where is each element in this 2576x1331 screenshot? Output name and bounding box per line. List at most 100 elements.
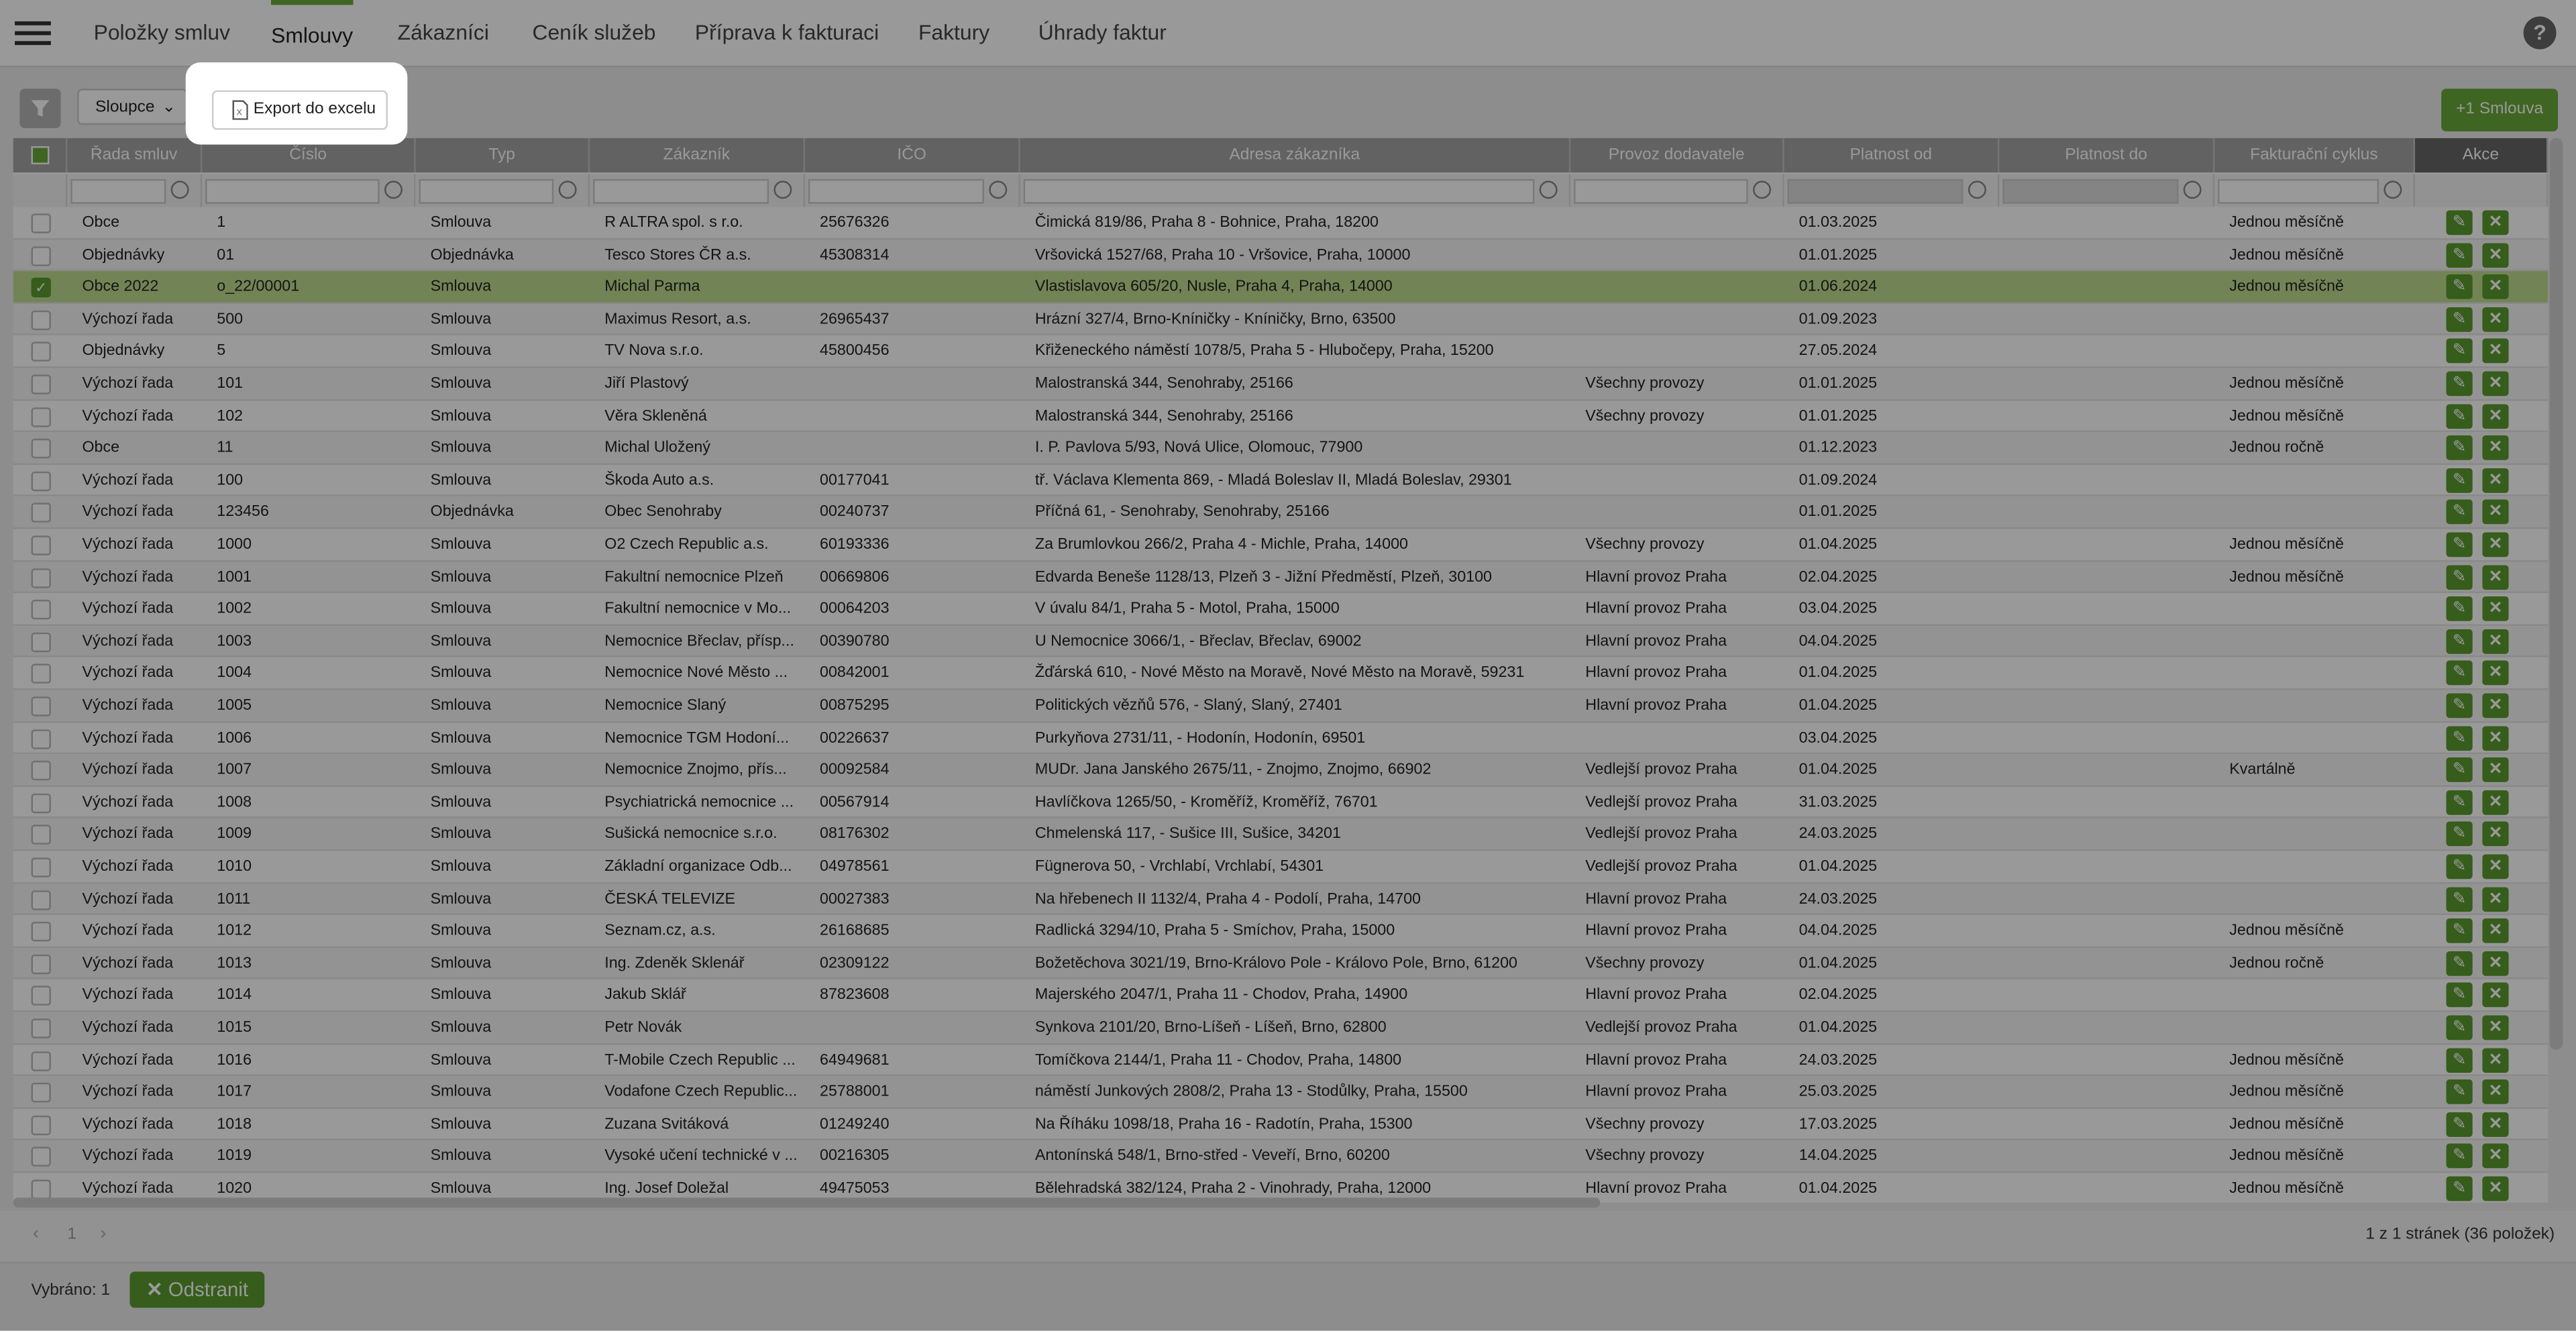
row-checkbox[interactable] <box>31 1018 51 1039</box>
delete-row-button[interactable]: ✕ <box>2482 1144 2509 1169</box>
delete-row-button[interactable]: ✕ <box>2482 822 2509 847</box>
delete-row-button[interactable]: ✕ <box>2482 757 2509 783</box>
row-checkbox[interactable] <box>31 600 51 620</box>
delete-row-button[interactable]: ✕ <box>2482 1047 2509 1073</box>
nav-tab[interactable]: Položky smluv <box>93 19 231 45</box>
table-row[interactable]: Výchozí řada 1018 Smlouva Zuzana Svitáková 0… <box>13 1108 2548 1141</box>
table-row[interactable]: Výchozí řada 1010 Smlouva Základní organiza… <box>13 851 2548 884</box>
table-row[interactable]: Výchozí řada 1009 Smlouva Sušická nemocnice… <box>13 818 2548 851</box>
edit-button[interactable]: ✎ <box>2446 371 2473 396</box>
edit-button[interactable]: ✎ <box>2446 661 2473 686</box>
row-checkbox[interactable] <box>31 407 51 427</box>
table-row[interactable]: Objednávky 01 Objednávka Tesco Stores ČR a.… <box>13 239 2548 272</box>
row-checkbox[interactable] <box>31 374 51 394</box>
row-checkbox[interactable] <box>31 986 51 1006</box>
nav-tab[interactable]: Faktury <box>918 19 990 45</box>
row-checkbox[interactable] <box>31 471 51 491</box>
edit-button[interactable]: ✎ <box>2446 1144 2473 1169</box>
filter-input[interactable] <box>2002 178 2179 204</box>
row-checkbox[interactable] <box>31 1115 51 1135</box>
column-header[interactable]: IČO <box>805 138 1020 173</box>
table-row[interactable]: Výchozí řada 1015 Smlouva Petr Novák Synkova… <box>13 1012 2548 1045</box>
row-checkbox[interactable] <box>31 439 51 459</box>
row-checkbox[interactable]: ✓ <box>31 278 51 298</box>
edit-button[interactable]: ✎ <box>2446 886 2473 912</box>
edit-button[interactable]: ✎ <box>2446 500 2473 525</box>
edit-button[interactable]: ✎ <box>2446 983 2473 1008</box>
filter-icon[interactable] <box>2183 180 2202 199</box>
filter-icon[interactable] <box>1968 180 1986 199</box>
table-row[interactable]: Výchozí řada 1017 Smlouva Vodafone Czech Re… <box>13 1076 2548 1109</box>
table-row[interactable]: Výchozí řada 1005 Smlouva Nemocnice Slaný 00… <box>13 690 2548 723</box>
delete-row-button[interactable]: ✕ <box>2482 951 2509 976</box>
table-row[interactable]: Výchozí řada 1013 Smlouva Ing. Zdeněk Sklen… <box>13 947 2548 980</box>
page-number[interactable]: 1 <box>67 1225 77 1244</box>
edit-button[interactable]: ✎ <box>2446 1015 2473 1041</box>
table-row[interactable]: Výchozí řada 100 Smlouva Škoda Auto a.s. 001… <box>13 464 2548 497</box>
column-header[interactable]: Provoz dodavatele <box>1570 138 1784 173</box>
delete-row-button[interactable]: ✕ <box>2482 661 2509 686</box>
filter-input[interactable] <box>419 178 554 204</box>
table-row[interactable]: Výchozí řada 1007 Smlouva Nemocnice Znojmo,… <box>13 754 2548 787</box>
filter-input[interactable] <box>2218 178 2379 204</box>
delete-row-button[interactable]: ✕ <box>2482 564 2509 590</box>
edit-button[interactable]: ✎ <box>2446 1079 2473 1105</box>
table-row[interactable]: Obce 11 Smlouva Michal Uložený I. P. Pavlova… <box>13 432 2548 465</box>
row-checkbox[interactable] <box>31 793 51 813</box>
delete-button[interactable]: ✕ Odstranit <box>129 1271 265 1308</box>
table-row[interactable]: Výchozí řada 1000 Smlouva O2 Czech Republic… <box>13 529 2548 562</box>
row-checkbox[interactable] <box>31 568 51 588</box>
column-header[interactable]: Zákazník <box>590 138 806 173</box>
edit-button[interactable]: ✎ <box>2446 307 2473 332</box>
delete-row-button[interactable]: ✕ <box>2482 339 2509 364</box>
filter-icon[interactable] <box>1753 180 1772 199</box>
row-checkbox[interactable] <box>31 890 51 910</box>
delete-row-button[interactable]: ✕ <box>2482 1176 2509 1202</box>
column-header[interactable]: Typ <box>415 138 590 173</box>
filter-icon[interactable] <box>773 180 792 199</box>
filter-icon[interactable] <box>989 180 1008 199</box>
edit-button[interactable]: ✎ <box>2446 790 2473 815</box>
delete-row-button[interactable]: ✕ <box>2482 983 2509 1008</box>
prev-page[interactable]: ‹ <box>32 1224 39 1244</box>
edit-button[interactable]: ✎ <box>2446 725 2473 751</box>
edit-button[interactable]: ✎ <box>2446 564 2473 590</box>
delete-row-button[interactable]: ✕ <box>2482 274 2509 300</box>
add-button[interactable]: +1 Smlouva <box>2441 89 2559 131</box>
filter-input[interactable] <box>1023 178 1535 204</box>
filter-input[interactable] <box>70 178 166 204</box>
delete-row-button[interactable]: ✕ <box>2482 210 2509 235</box>
edit-button[interactable]: ✎ <box>2446 693 2473 718</box>
column-header[interactable]: Platnost od <box>1784 138 2000 173</box>
edit-button[interactable]: ✎ <box>2446 854 2473 880</box>
table-row[interactable]: Výchozí řada 1020 Smlouva Ing. Josef Doleža… <box>13 1173 2548 1203</box>
columns-button[interactable]: Sloupce ⌄ <box>77 89 188 125</box>
menu-icon[interactable] <box>15 19 51 46</box>
delete-row-button[interactable]: ✕ <box>2482 725 2509 751</box>
edit-button[interactable]: ✎ <box>2446 468 2473 493</box>
edit-button[interactable]: ✎ <box>2446 1176 2473 1202</box>
table-row[interactable]: Výchozí řada 1002 Smlouva Fakultní nemocnic… <box>13 593 2548 626</box>
edit-button[interactable]: ✎ <box>2446 757 2473 783</box>
filter-input[interactable] <box>593 178 769 204</box>
edit-button[interactable]: ✎ <box>2446 242 2473 268</box>
row-checkbox[interactable] <box>31 213 51 233</box>
row-checkbox[interactable] <box>31 922 51 942</box>
edit-button[interactable]: ✎ <box>2446 951 2473 976</box>
help-button[interactable]: ? <box>2523 16 2557 50</box>
table-row[interactable]: Výchozí řada 1014 Smlouva Jakub Sklář 878236… <box>13 979 2548 1012</box>
delete-row-button[interactable]: ✕ <box>2482 532 2509 557</box>
delete-row-button[interactable]: ✕ <box>2482 468 2509 493</box>
edit-button[interactable]: ✎ <box>2446 918 2473 944</box>
delete-row-button[interactable]: ✕ <box>2482 242 2509 268</box>
nav-tab[interactable]: Smlouvy <box>271 0 354 70</box>
delete-row-button[interactable]: ✕ <box>2482 693 2509 718</box>
filter-icon[interactable] <box>170 180 189 199</box>
edit-button[interactable]: ✎ <box>2446 339 2473 364</box>
table-row[interactable]: Výchozí řada 500 Smlouva Maximus Resort, a.… <box>13 303 2548 336</box>
delete-row-button[interactable]: ✕ <box>2482 435 2509 461</box>
edit-button[interactable]: ✎ <box>2446 1112 2473 1137</box>
column-header[interactable]: Adresa zákazníka <box>1020 138 1571 173</box>
column-header[interactable]: Řada smluv <box>67 138 203 173</box>
delete-row-button[interactable]: ✕ <box>2482 790 2509 815</box>
